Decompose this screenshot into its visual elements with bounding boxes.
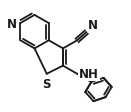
Text: S: S: [42, 77, 51, 90]
Text: NH: NH: [79, 68, 99, 81]
Text: N: N: [7, 17, 17, 30]
Text: N: N: [88, 19, 98, 32]
